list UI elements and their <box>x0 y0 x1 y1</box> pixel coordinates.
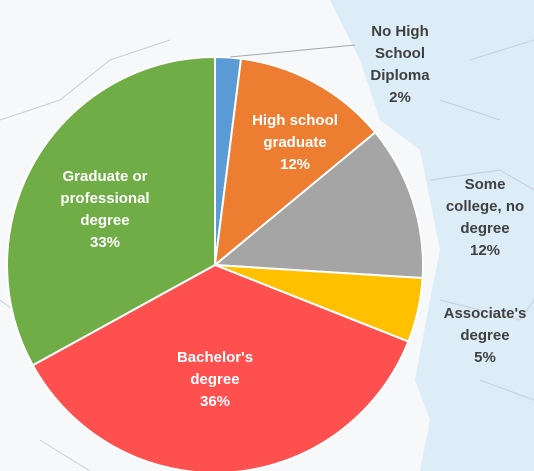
value-label: 36% <box>199 393 231 410</box>
category-label: Bachelor's degree <box>176 349 254 388</box>
value-label: 12% <box>279 156 311 173</box>
pie-slice <box>31 263 410 471</box>
category-label: Graduate or professional degree <box>60 168 150 229</box>
leader-line <box>229 44 356 58</box>
data-label: Associate's degree 5% <box>430 303 534 369</box>
value-label: 5% <box>474 349 496 366</box>
data-label: No High School Diploma 2% <box>360 21 440 109</box>
category-label: No High School Diploma <box>370 23 430 84</box>
data-label: High school graduate 12% <box>240 110 350 176</box>
value-label: 33% <box>89 234 121 251</box>
pie-slice <box>213 57 377 268</box>
data-label: Some college, no degree 12% <box>439 174 531 262</box>
category-label: Associate's degree <box>443 305 527 344</box>
pie-slice <box>6 55 216 367</box>
category-label: High school graduate <box>252 112 338 151</box>
value-label: 12% <box>469 242 501 259</box>
data-label: Bachelor's degree 36% <box>160 347 270 413</box>
value-label: 2% <box>389 89 411 106</box>
pie-slice <box>212 131 424 280</box>
category-label: Some college, no degree <box>445 176 525 237</box>
data-label: Graduate or professional degree 33% <box>40 166 170 254</box>
